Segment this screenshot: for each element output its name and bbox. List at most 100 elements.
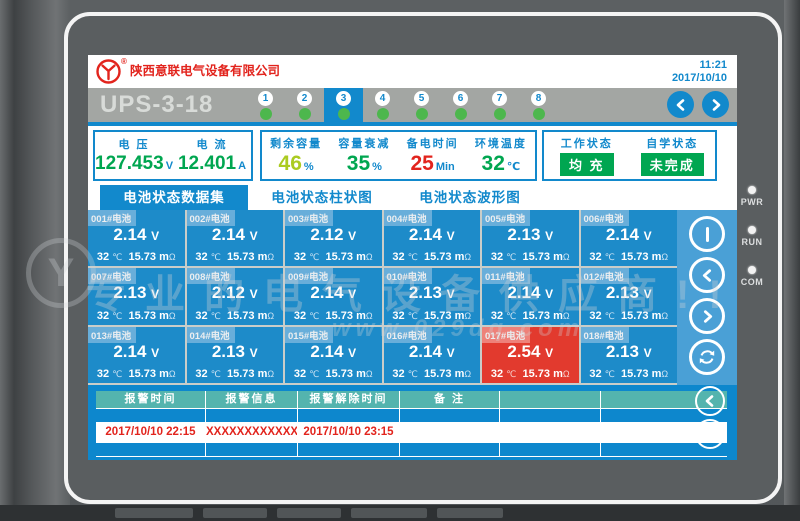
tab[interactable]: 电池状态柱状图 [271, 190, 373, 205]
bezel-left-edge [0, 0, 70, 521]
battery-cell[interactable]: 010#电池 2.13 V 32 ℃ 15.73 mΩ [383, 268, 480, 325]
ambient-temp-unit: ℃ [506, 161, 521, 173]
battery-id-tag: 010#电池 [383, 268, 432, 285]
pause-button[interactable] [689, 216, 725, 252]
ambient-temp-metric: 环境温度 32 ℃ [467, 132, 535, 179]
battery-cell[interactable]: 003#电池 2.12 V 32 ℃ 15.73 mΩ [285, 210, 382, 267]
battery-id-tag: 009#电池 [285, 268, 334, 285]
battery-temp-resistance: 32 ℃ 15.73 mΩ [490, 251, 570, 264]
battery-cell[interactable]: 006#电池 2.14 V 32 ℃ 15.73 mΩ [580, 210, 677, 267]
channel-number: 1 [258, 91, 273, 106]
led-dot-icon [748, 266, 756, 274]
learn-status-badge: 未完成 [640, 153, 704, 176]
current-metric: 电 流 12.401 A [173, 132, 251, 179]
channel-status-dot-icon [337, 108, 350, 120]
battery-cell[interactable]: 013#电池 2.14 V 32 ℃ 15.73 mΩ [88, 326, 185, 383]
next-page-button[interactable] [702, 91, 729, 118]
battery-id-tag: 011#电池 [482, 268, 530, 285]
battery-cell[interactable]: 009#电池 2.14 V 32 ℃ 15.73 mΩ [285, 268, 382, 325]
bottom-reflection [115, 508, 193, 518]
channel-indicator[interactable]: 1 [246, 88, 285, 122]
channel-indicator[interactable]: 6 [441, 88, 480, 122]
battery-temp-resistance: 32 ℃ 15.73 mΩ [293, 367, 373, 380]
current-value: 12.401 [177, 153, 237, 174]
decay-value: 35 [346, 152, 371, 175]
battery-temp-resistance: 32 ℃ 15.73 mΩ [195, 367, 275, 380]
battery-id-tag: 005#电池 [482, 210, 531, 226]
learn-status-label: 自学状态 [646, 138, 699, 150]
battery-cell[interactable]: 008#电池 2.12 V 32 ℃ 15.73 mΩ [186, 268, 283, 325]
alarm-header-cell [500, 391, 601, 408]
channel-indicator[interactable]: 3 [324, 88, 363, 122]
chevron-left-icon [705, 395, 714, 407]
company-name: 陕西意联电气设备有限公司 [130, 64, 281, 78]
led-dot-icon [748, 186, 756, 194]
refresh-button[interactable] [689, 339, 725, 375]
decay-metric: 容量衰减 35% [330, 132, 398, 179]
channel-status-dot-icon [415, 108, 428, 120]
screen-header: ® 陕西意联电气设备有限公司 11:21 2017/10/10 [88, 55, 737, 88]
alarm-data-cell: XXXXXXXXXXXX [206, 423, 298, 442]
channel-indicator[interactable]: 4 [363, 88, 402, 122]
tab-bar: 电池状态数据集 电池状态柱状图 电池状态波形图 [88, 185, 737, 210]
chevron-right-icon [706, 428, 715, 440]
bottom-reflection [277, 508, 341, 518]
channel-status-dot-icon [493, 108, 506, 120]
battery-metrics-box: 剩余容量 46% 容量衰减 35% 备电时间 25 Min 环境温度 32 ℃ [260, 130, 537, 181]
channel-number: 7 [492, 91, 507, 106]
prev-page-button[interactable] [667, 91, 694, 118]
alarm-empty-cell [96, 409, 206, 422]
channel-indicator[interactable]: 8 [519, 88, 558, 122]
channel-indicator[interactable]: 7 [480, 88, 519, 122]
channel-number: 6 [453, 91, 468, 106]
scroll-left-button[interactable] [689, 257, 725, 293]
battery-cell[interactable]: 017#电池 2.54 V 32 ℃ 15.73 mΩ [482, 326, 579, 383]
battery-temp-resistance: 32 ℃ 15.73 mΩ [96, 309, 176, 322]
battery-temp-resistance: 32 ℃ 15.73 mΩ [96, 367, 176, 380]
battery-cell[interactable]: 005#电池 2.13 V 32 ℃ 15.73 mΩ [482, 210, 579, 267]
battery-id-tag: 013#电池 [88, 326, 137, 343]
battery-cell[interactable]: 014#电池 2.13 V 32 ℃ 15.73 mΩ [186, 326, 283, 383]
voltage-label: 电 压 [118, 139, 150, 151]
battery-temp-resistance: 32 ℃ 15.73 mΩ [293, 251, 373, 264]
battery-cell[interactable]: 011#电池 2.14 V 32 ℃ 15.73 mΩ [482, 268, 579, 325]
tab[interactable]: 电池状态数据集 [100, 185, 248, 210]
alarm-data-cell [500, 423, 601, 442]
alarm-table-empty-row [96, 443, 727, 457]
battery-cell[interactable]: 015#电池 2.14 V 32 ℃ 15.73 mΩ [285, 326, 382, 383]
battery-cell[interactable]: 001#电池 2.14 V 32 ℃ 15.73 mΩ [88, 210, 185, 267]
channel-indicator[interactable]: 2 [285, 88, 324, 122]
ambient-temp-label: 环境温度 [474, 138, 527, 150]
channel-status-dot-icon [532, 108, 545, 120]
alarm-header-cell: 备 注 [400, 391, 500, 408]
channel-indicator[interactable]: 5 [402, 88, 441, 122]
battery-voltage: 2.14 V [113, 225, 160, 244]
metrics-row: 电 压 127.453 V 电 流 12.401 A 剩余容量 46% 容量衰减 3… [88, 126, 737, 185]
alarm-next-button[interactable] [695, 419, 725, 449]
battery-cell[interactable]: 018#电池 2.13 V 32 ℃ 15.73 mΩ [580, 326, 677, 383]
bezel-bottom-edge [0, 505, 800, 521]
pause-bar-icon [705, 226, 709, 242]
alarm-empty-cell [298, 409, 400, 422]
alarm-table: 报警时间 报警信息 报警解除时间备 注 2017/10/10 22:15 XXXXXX… [96, 391, 727, 457]
battery-temp-resistance: 32 ℃ 15.73 mΩ [589, 309, 669, 322]
battery-grid-section: 001#电池 2.14 V 32 ℃ 15.73 mΩ 002#电池 2.14 … [88, 210, 737, 385]
battery-id-tag: 014#电池 [186, 326, 235, 343]
chevron-right-icon [712, 98, 720, 111]
battery-cell[interactable]: 002#电池 2.14 V 32 ℃ 15.73 mΩ [186, 210, 283, 267]
backup-time-value: 25 [410, 152, 434, 175]
chevron-right-icon [703, 309, 712, 323]
scroll-right-button[interactable] [689, 298, 725, 334]
alarm-empty-cell [400, 443, 500, 456]
alarm-prev-button[interactable] [695, 386, 725, 416]
battery-cell[interactable]: 012#电池 2.13 V 32 ℃ 15.73 mΩ [580, 268, 677, 325]
alarm-log-section: 报警时间 报警信息 报警解除时间备 注 2017/10/10 22:15 XXXXXX… [88, 385, 737, 460]
time-display: 11:21 [699, 59, 727, 71]
battery-cell[interactable]: 007#电池 2.13 V 32 ℃ 15.73 mΩ [88, 268, 185, 325]
status-led: RUN [742, 226, 763, 247]
battery-cell[interactable]: 016#电池 2.14 V 32 ℃ 15.73 mΩ [383, 326, 480, 383]
led-label: PWR [740, 197, 764, 207]
battery-cell[interactable]: 004#电池 2.14 V 32 ℃ 15.73 mΩ [383, 210, 480, 267]
battery-id-tag: 016#电池 [383, 326, 432, 343]
tab[interactable]: 电池状态波形图 [419, 190, 521, 205]
